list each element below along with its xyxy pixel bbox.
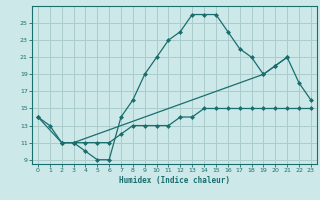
X-axis label: Humidex (Indice chaleur): Humidex (Indice chaleur) — [119, 176, 230, 185]
